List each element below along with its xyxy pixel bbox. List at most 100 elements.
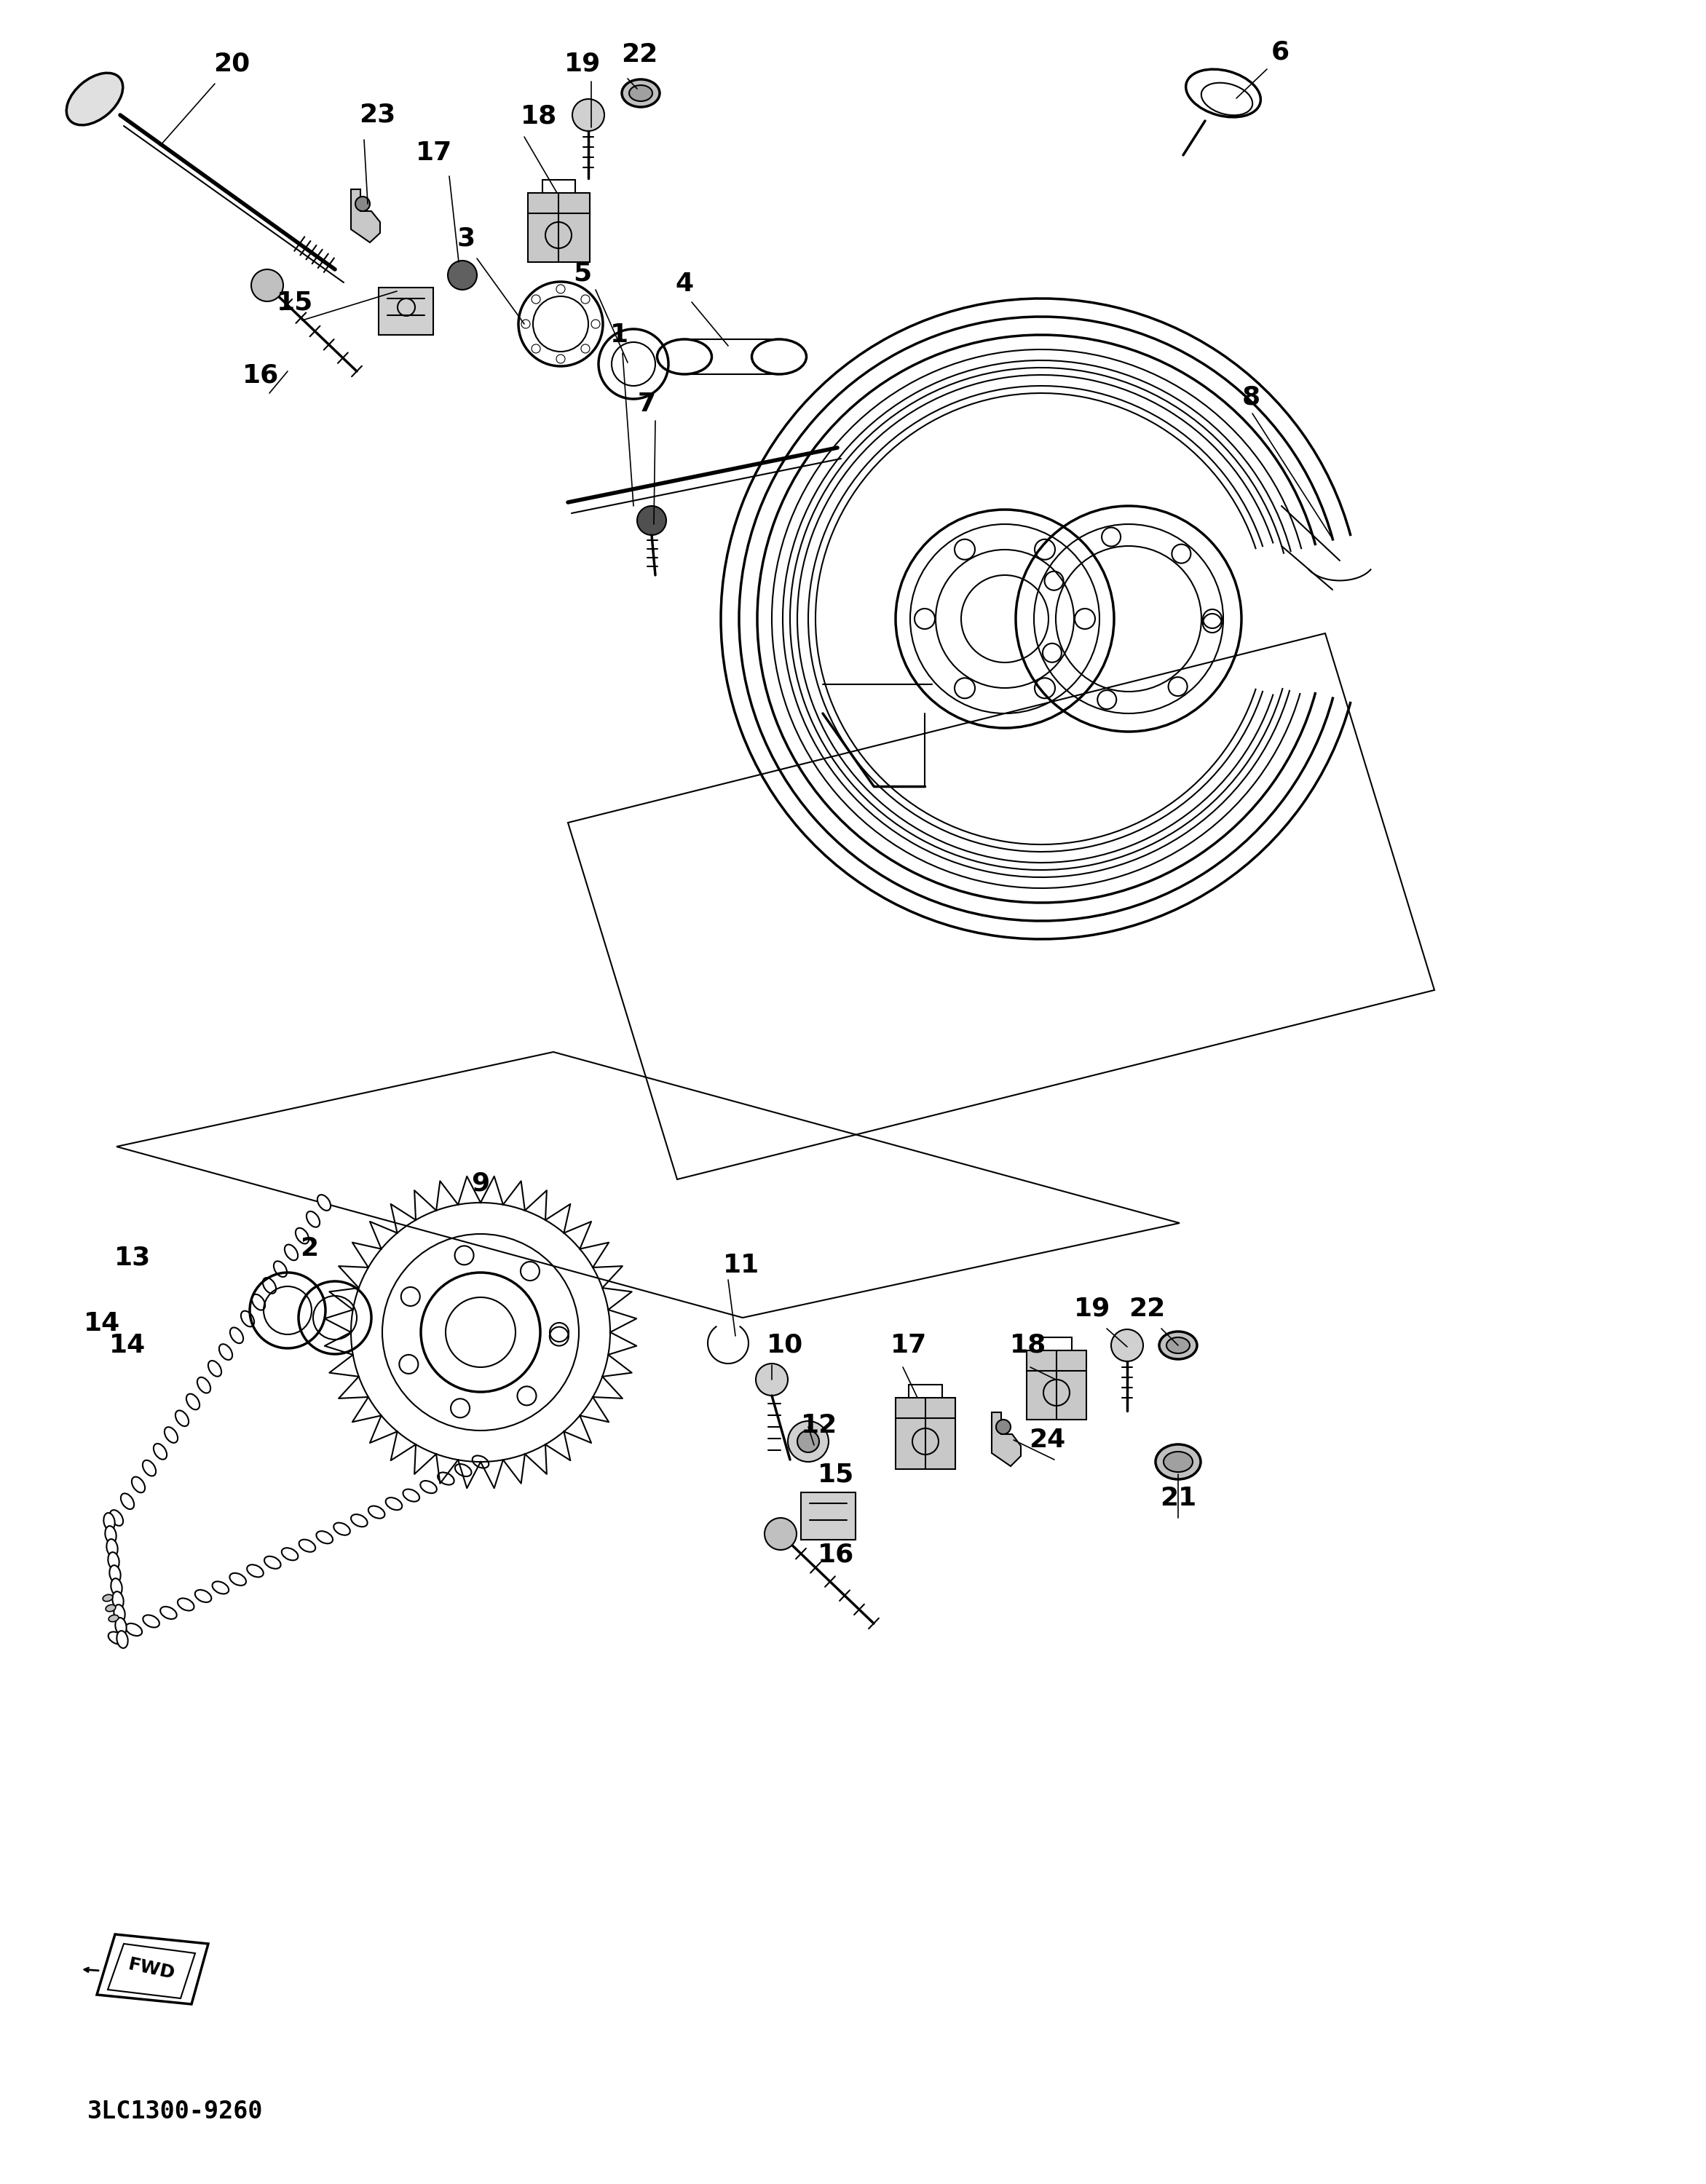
Ellipse shape [106,1540,118,1557]
Ellipse shape [143,1461,155,1476]
Text: 20: 20 [213,52,249,76]
Ellipse shape [131,1476,145,1492]
Ellipse shape [198,1378,210,1393]
Ellipse shape [1155,1444,1201,1479]
Text: 22: 22 [621,41,657,68]
Circle shape [1111,1330,1143,1361]
Ellipse shape [116,1618,126,1636]
Ellipse shape [154,1444,167,1459]
Ellipse shape [252,1295,264,1310]
Ellipse shape [264,1557,281,1568]
Text: 17: 17 [416,140,452,166]
Ellipse shape [230,1572,246,1586]
Text: 3LC1300-9260: 3LC1300-9260 [87,2099,263,2123]
Ellipse shape [1167,1337,1189,1354]
Text: 16: 16 [242,363,280,387]
Text: 21: 21 [1160,1485,1196,1511]
Text: 5: 5 [573,260,592,286]
Circle shape [797,1431,819,1452]
Ellipse shape [194,1590,212,1603]
Ellipse shape [109,1614,119,1623]
Ellipse shape [285,1245,299,1260]
FancyBboxPatch shape [379,288,433,334]
Circle shape [447,260,478,290]
Ellipse shape [317,1195,331,1210]
Circle shape [355,197,370,212]
Ellipse shape [621,79,660,107]
Circle shape [251,269,283,301]
Text: 9: 9 [471,1171,490,1195]
Text: 19: 19 [1073,1297,1111,1321]
Text: 18: 18 [1010,1332,1046,1358]
Text: 18: 18 [520,105,558,129]
Polygon shape [991,1413,1020,1465]
Text: 14: 14 [84,1310,119,1337]
Ellipse shape [263,1278,276,1293]
Ellipse shape [1163,1452,1192,1472]
Circle shape [788,1422,829,1461]
Ellipse shape [295,1227,309,1243]
Text: 10: 10 [766,1332,804,1358]
Text: 6: 6 [1271,39,1290,66]
Ellipse shape [218,1343,232,1361]
Ellipse shape [114,1605,125,1623]
Text: 16: 16 [817,1542,855,1566]
Text: 22: 22 [1128,1297,1165,1321]
Text: 1: 1 [609,323,628,347]
Ellipse shape [420,1481,437,1494]
Ellipse shape [351,1514,367,1527]
Ellipse shape [456,1463,471,1476]
Ellipse shape [208,1361,222,1376]
Ellipse shape [1158,1332,1198,1358]
Ellipse shape [403,1489,420,1503]
Ellipse shape [177,1599,194,1610]
Text: 15: 15 [276,290,314,314]
FancyBboxPatch shape [527,192,590,262]
Polygon shape [351,190,380,242]
Ellipse shape [160,1607,177,1618]
Ellipse shape [164,1426,177,1444]
FancyBboxPatch shape [800,1492,855,1540]
Ellipse shape [247,1564,263,1577]
Ellipse shape [106,1605,116,1612]
Ellipse shape [111,1579,123,1597]
Ellipse shape [176,1411,189,1426]
Text: FWD: FWD [126,1955,176,1983]
Ellipse shape [230,1328,244,1343]
Ellipse shape [121,1494,135,1509]
Ellipse shape [299,1540,316,1553]
Ellipse shape [630,85,652,100]
Ellipse shape [67,72,123,124]
Circle shape [572,98,604,131]
Circle shape [764,1518,797,1551]
Text: 2: 2 [300,1236,319,1260]
Ellipse shape [109,1566,121,1583]
Ellipse shape [473,1455,490,1468]
Ellipse shape [104,1514,114,1531]
Ellipse shape [102,1594,113,1601]
Ellipse shape [106,1527,116,1544]
Ellipse shape [368,1507,386,1518]
Text: 8: 8 [1242,384,1261,408]
Text: 17: 17 [891,1332,926,1358]
Ellipse shape [307,1212,319,1227]
Ellipse shape [116,1631,128,1649]
Ellipse shape [334,1522,350,1535]
Circle shape [756,1363,788,1396]
Text: 24: 24 [1029,1428,1065,1452]
Text: 19: 19 [565,52,601,76]
Ellipse shape [316,1531,333,1544]
Circle shape [636,507,667,535]
Ellipse shape [212,1581,229,1594]
Ellipse shape [107,1631,125,1645]
Ellipse shape [143,1614,159,1627]
Ellipse shape [109,1509,123,1527]
Circle shape [996,1420,1010,1435]
Ellipse shape [186,1393,200,1409]
Text: 23: 23 [358,103,396,127]
Text: 13: 13 [114,1245,150,1271]
Text: 4: 4 [676,271,694,297]
Ellipse shape [438,1472,454,1485]
Text: 3: 3 [457,227,476,251]
FancyBboxPatch shape [1027,1350,1087,1420]
